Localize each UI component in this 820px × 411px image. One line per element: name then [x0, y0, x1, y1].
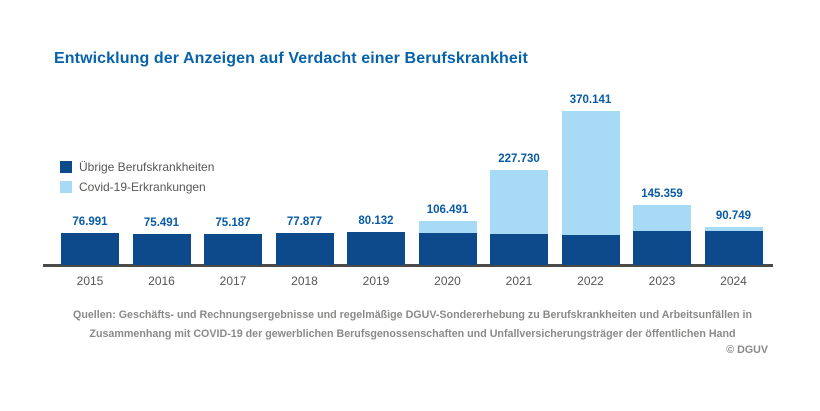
- chart-title: Entwicklung der Anzeigen auf Verdacht ei…: [54, 50, 528, 67]
- legend-label-covid: Covid-19-Erkrankungen: [79, 180, 206, 194]
- bar-segment-uebrige-2020: [418, 233, 477, 265]
- x-axis-label-2020: 2020: [434, 274, 461, 288]
- bar-segment-uebrige-2015: [61, 232, 119, 265]
- bar-segment-uebrige-2019: [347, 231, 405, 265]
- bar-segment-covid-2020: [418, 220, 477, 234]
- bar-segment-uebrige-2018: [275, 232, 334, 265]
- bar-segment-uebrige-2024: [704, 230, 763, 265]
- bar-value-label-2024: 90.749: [715, 210, 752, 223]
- bar-value-label-2018: 77.877: [286, 215, 323, 228]
- bar-segment-uebrige-2022: [561, 234, 620, 265]
- x-axis-label-2019: 2019: [362, 274, 390, 288]
- legend-swatch-covid: [60, 181, 72, 193]
- x-axis-label-2022: 2022: [577, 274, 604, 288]
- x-axis-label-2021: 2021: [505, 274, 533, 288]
- bar-segment-covid-2022: [561, 111, 620, 235]
- x-axis-label-2017: 2017: [219, 274, 247, 288]
- legend: Übrige Berufskrankheiten Covid-19-Erkran…: [60, 157, 214, 197]
- x-axis-line: [43, 264, 773, 267]
- bar-value-label-2021: 227.730: [498, 153, 540, 166]
- bar-segment-uebrige-2016: [132, 233, 191, 265]
- bar-segment-uebrige-2017: [204, 233, 262, 265]
- bar-segment-covid-2024: [704, 227, 763, 231]
- source-note: Quellen: Geschäfts- und Rechnungsergebni…: [40, 306, 785, 343]
- copyright: © DGUV: [726, 344, 768, 356]
- legend-label-uebrige: Übrige Berufskrankheiten: [79, 160, 215, 174]
- bar-value-label-2020: 106.491: [426, 203, 469, 216]
- bar-value-label-2017: 75.187: [215, 216, 251, 229]
- bar-value-label-2016: 75.491: [143, 216, 180, 229]
- x-axis-label-2016: 2016: [148, 274, 175, 288]
- bar-value-label-2022: 370.141: [569, 94, 612, 106]
- bar-value-label-2023: 145.359: [641, 187, 683, 200]
- x-axis-label-2024: 2024: [720, 274, 747, 288]
- bar-segment-uebrige-2021: [490, 233, 548, 265]
- source-note-line2: Zusammenhang mit COVID-19 der gewerblich…: [89, 327, 736, 340]
- x-axis-label-2018: 2018: [291, 274, 318, 288]
- bar-segment-uebrige-2023: [633, 230, 691, 265]
- x-axis-label-2015: 2015: [76, 274, 104, 288]
- legend-item-covid: Covid-19-Erkrankungen: [60, 177, 214, 197]
- source-note-line1: Quellen: Geschäfts- und Rechnungsergebni…: [73, 309, 752, 321]
- x-axis-label-2023: 2023: [648, 274, 676, 288]
- bar-segment-covid-2021: [490, 170, 548, 234]
- bar-value-label-2015: 76.991: [72, 215, 108, 228]
- legend-item-uebrige: Übrige Berufskrankheiten: [60, 157, 214, 177]
- bar-segment-covid-2023: [633, 204, 691, 231]
- legend-swatch-uebrige: [60, 161, 72, 173]
- bar-value-label-2019: 80.132: [358, 214, 394, 227]
